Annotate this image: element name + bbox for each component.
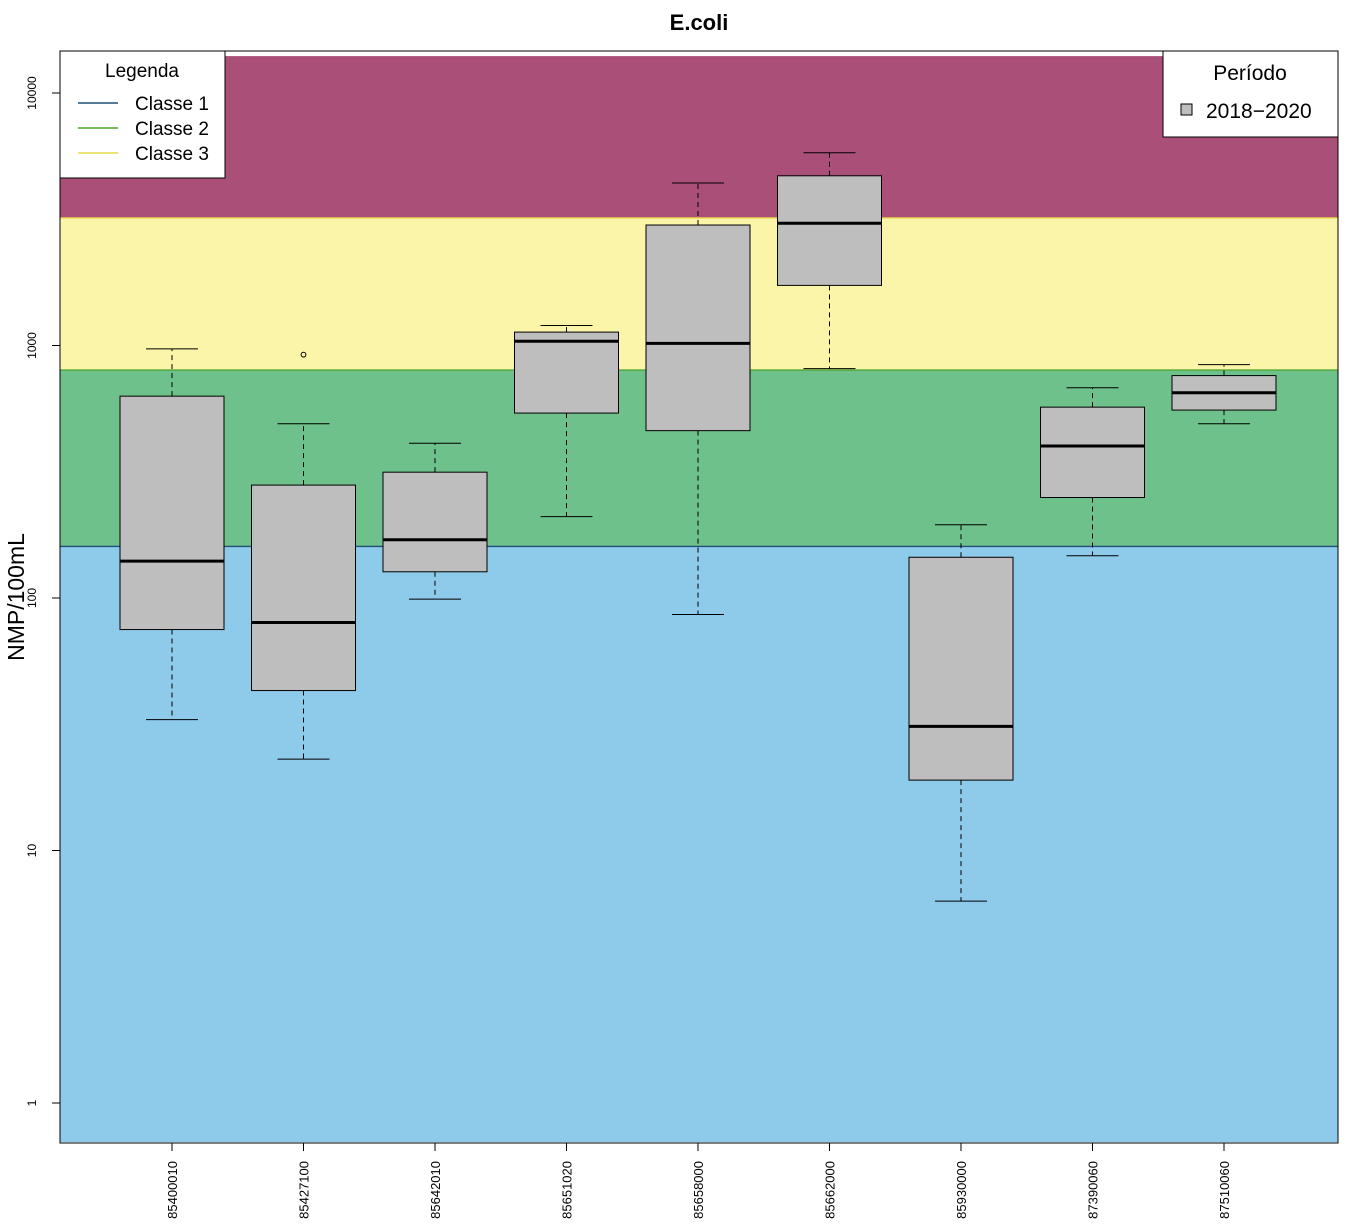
iqr-box xyxy=(251,484,356,692)
x-tick-label: 85651020 xyxy=(560,1161,575,1219)
legend-period-title: Período xyxy=(1213,62,1287,85)
y-axis: 1 10 100 1000 10000 xyxy=(25,76,60,1106)
legend-period-box xyxy=(1162,50,1339,138)
box-85651020 xyxy=(514,325,619,518)
legend-label-1: Classe 1 xyxy=(135,94,209,115)
iqr-box xyxy=(119,395,225,631)
iqr-box xyxy=(1040,406,1145,499)
chart-title: E.coli xyxy=(670,10,729,35)
y-tick-label: 10000 xyxy=(25,76,39,110)
band-4 xyxy=(60,56,1338,218)
y-tick-label: 10 xyxy=(25,844,39,858)
box-85658000 xyxy=(645,182,751,616)
y-tick-label: 100 xyxy=(25,588,39,608)
legend-period-items: 2018−2020 xyxy=(1180,100,1312,123)
x-tick-label: 85930000 xyxy=(954,1161,969,1219)
x-tick-label: 85658000 xyxy=(691,1161,706,1219)
y-tick-label: 1000 xyxy=(25,332,39,359)
x-axis: 85400010 85427100 85642010 85651020 85658000… xyxy=(165,1143,1232,1219)
iqr-box xyxy=(382,471,488,573)
box-85400010 xyxy=(119,348,225,721)
x-tick-label: 87510060 xyxy=(1217,1161,1232,1219)
box-85662000 xyxy=(777,152,882,370)
legend-period-label-1: 2018−2020 xyxy=(1206,100,1312,123)
plot-frame xyxy=(59,50,1339,1144)
box-85642010 xyxy=(382,442,488,600)
box-85427100 xyxy=(251,351,356,760)
legend-classes-items: Classe 1 Classe 2 Classe 3 xyxy=(78,94,209,165)
iqr-box xyxy=(908,556,1014,781)
outlier-point xyxy=(300,351,307,358)
legend-label-3: Classe 3 xyxy=(135,144,209,165)
legend-classes: Legenda Classe 1 Classe 2 Classe 3 xyxy=(59,50,226,179)
legend-classes-box xyxy=(59,50,226,179)
box-87510060 xyxy=(1171,364,1277,425)
iqr-box xyxy=(645,224,751,432)
legend-label-2: Classe 2 xyxy=(135,119,209,140)
y-tick-label: 1 xyxy=(25,1099,39,1106)
legend-swatch-1 xyxy=(1180,103,1193,116)
y-axis-label: NMP/100mL xyxy=(3,533,29,661)
x-tick-label: 85662000 xyxy=(823,1161,838,1219)
box-85930000 xyxy=(908,524,1014,902)
iqr-box xyxy=(777,175,882,286)
x-tick-label: 85642010 xyxy=(428,1161,443,1219)
legend-classes-title: Legenda xyxy=(105,61,179,82)
x-tick-label: 87390060 xyxy=(1086,1161,1101,1219)
boxes-layer xyxy=(119,152,1277,902)
legend-period: Período 2018−2020 xyxy=(1162,50,1339,138)
box-87390060 xyxy=(1040,387,1145,557)
iqr-box xyxy=(514,331,619,414)
x-tick-label: 85427100 xyxy=(297,1161,312,1219)
x-tick-label: 85400010 xyxy=(165,1161,180,1219)
